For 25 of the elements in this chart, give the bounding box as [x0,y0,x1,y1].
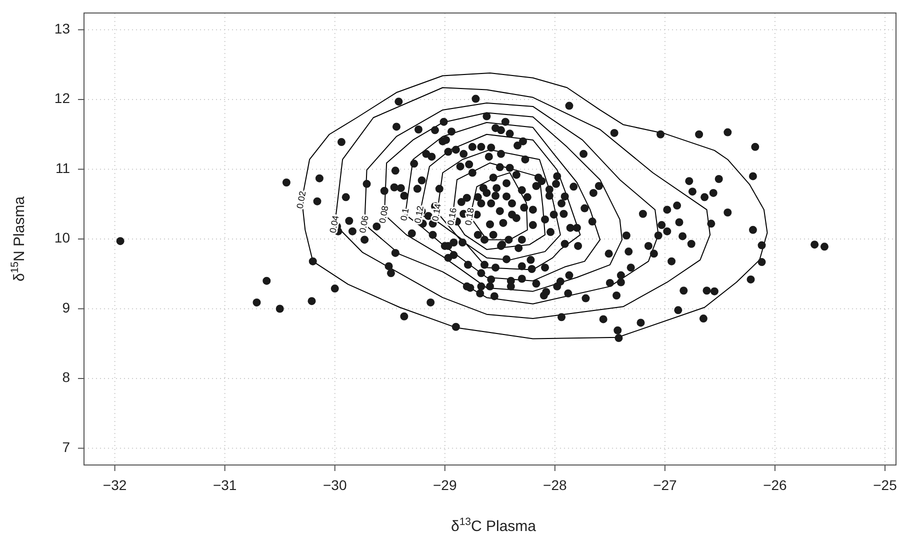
y-tick-label: 8 [62,369,70,386]
x-tick-label: −27 [653,477,678,493]
x-axis-title: δ$^{13}$C Plasma [450,516,537,535]
annotation: 0.16 [446,207,458,226]
annotation: 0.04 [328,214,341,234]
x-tick-label: −25 [873,477,898,493]
annotation: 0.02 [294,190,308,210]
x-tick-label: −29 [433,477,457,493]
annotation: 0.08 [377,204,390,224]
x-tick-label: −31 [212,477,237,493]
y-tick-label: 7 [62,438,70,455]
y-tick-label: 11 [55,160,70,176]
annotation: 0.12 [412,204,426,224]
annotation: 0.1 [398,207,411,222]
annotation: 0.06 [358,214,370,234]
x-tick-label: −30 [322,477,347,493]
y-tick-label: 9 [62,299,70,316]
x-tick-label: −28 [543,477,568,493]
annotation: 0.14 [430,202,444,222]
y-tick-label: 13 [54,20,70,36]
x-tick-label: −26 [763,477,788,493]
y-tick-label: 12 [54,90,70,106]
x-tick-label: −32 [102,477,127,493]
y-tick-label: 10 [54,230,70,246]
annotation: 0.18 [463,207,476,226]
